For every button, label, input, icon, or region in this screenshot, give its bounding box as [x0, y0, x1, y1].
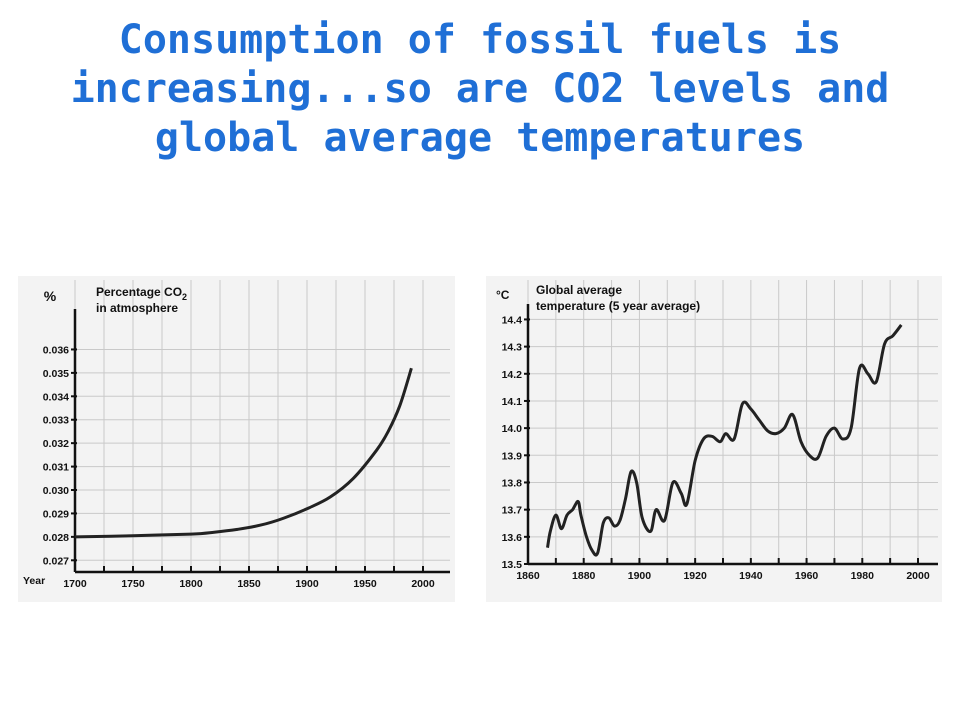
temp-xtick-label: 1980	[851, 570, 875, 582]
co2-ytick-label: 0.033	[43, 415, 69, 427]
co2-ytick-label: 0.035	[43, 368, 69, 380]
temperature-gridlines	[527, 280, 938, 565]
slide-title: Consumption of fossil fuels is increasin…	[70, 17, 890, 161]
temp-ytick-label: 14.1	[502, 396, 523, 408]
temperature-axes	[526, 304, 938, 566]
temp-ytick-label: 14.2	[502, 369, 523, 381]
co2-xtick-label: 1700	[63, 578, 87, 590]
co2-ytick-label: 0.032	[43, 438, 69, 450]
temp-ytick-label: 13.8	[502, 477, 523, 489]
co2-title: Percentage CO2	[96, 285, 187, 302]
temp-ytick-label: 13.5	[502, 559, 523, 571]
co2-ylabel: %	[44, 288, 57, 304]
temp-ytick-label: 14.0	[502, 423, 523, 435]
temperature-chart: °C Global average temperature (5 year av…	[486, 276, 942, 602]
co2-series-line	[74, 367, 413, 539]
temp-ytick-label: 14.4	[502, 314, 523, 326]
co2-xtick-label: 1950	[353, 578, 377, 590]
co2-ytick-label: 0.028	[43, 532, 69, 544]
temp-xtick-label: 1860	[516, 570, 540, 582]
co2-title-line2: in atmosphere	[96, 301, 178, 315]
co2-xtick-label: 1900	[295, 578, 319, 590]
co2-xtick-label: 1800	[179, 578, 203, 590]
co2-ytick-label: 0.030	[43, 485, 69, 497]
co2-axes	[73, 309, 450, 574]
temp-xtick-label: 1920	[683, 570, 707, 582]
temp-xtick-label: 1940	[739, 570, 763, 582]
temperature-chart-svg: °C Global average temperature (5 year av…	[496, 280, 938, 582]
temperature-title-line2: temperature (5 year average)	[536, 299, 700, 313]
temperature-ylabel: °C	[496, 288, 510, 302]
co2-xlabel: Year	[23, 575, 45, 587]
co2-gridlines	[74, 280, 450, 572]
co2-xtick-label: 1850	[237, 578, 261, 590]
temp-xtick-label: 1960	[795, 570, 819, 582]
co2-ytick-label: 0.027	[43, 555, 69, 567]
co2-chart-svg: % Percentage CO2 in atmosphere Year 0.02…	[23, 280, 450, 590]
temp-ytick-label: 13.9	[502, 450, 523, 462]
temp-xtick-label: 1900	[628, 570, 652, 582]
co2-xtick-label: 2000	[411, 578, 435, 590]
temp-xtick-label: 1880	[572, 570, 596, 582]
co2-ytick-label: 0.036	[43, 344, 69, 356]
co2-ytick-label: 0.031	[43, 462, 69, 474]
co2-ytick-label: 0.029	[43, 508, 69, 520]
temp-ytick-label: 14.3	[502, 342, 523, 354]
temp-ytick-label: 13.7	[502, 505, 523, 517]
temperature-title: Global average	[536, 283, 622, 297]
co2-xtick-label: 1750	[121, 578, 145, 590]
temp-ytick-label: 13.6	[502, 532, 523, 544]
co2-chart: % Percentage CO2 in atmosphere Year 0.02…	[18, 276, 455, 602]
temperature-series-line	[546, 323, 903, 557]
co2-ytick-label: 0.034	[43, 391, 69, 403]
temp-xtick-label: 2000	[906, 570, 930, 582]
